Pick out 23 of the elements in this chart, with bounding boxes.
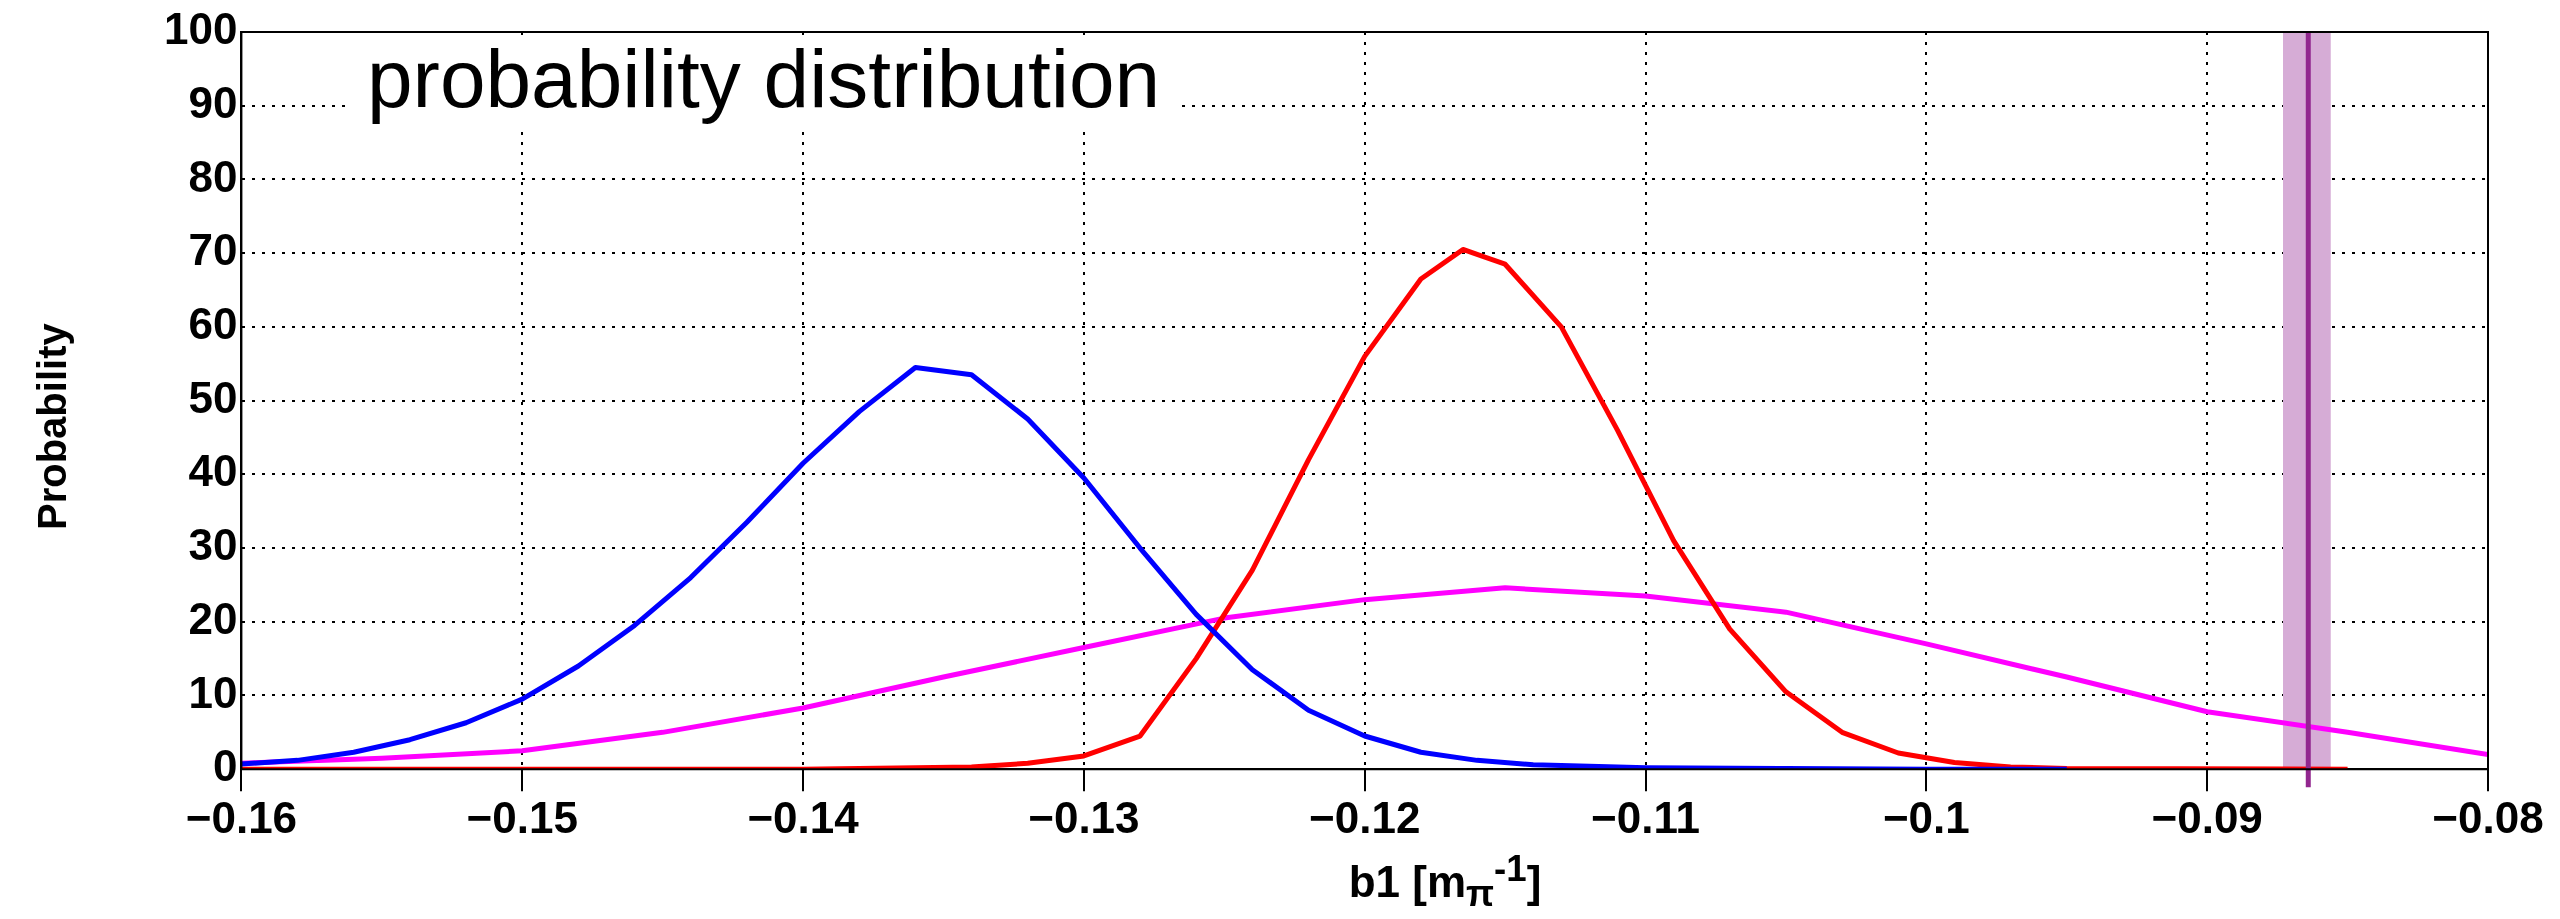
y-tick-label: 0 (212, 741, 238, 791)
x-tick-label: −0.12 (1309, 792, 1421, 842)
x-tick-label: −0.11 (1591, 792, 1700, 842)
x-tick-label: −0.16 (185, 792, 298, 842)
x-tick-label: −0.08 (2432, 792, 2544, 842)
x-tick-label: −0.13 (1028, 792, 1140, 842)
y-tick-label: 100 (163, 4, 238, 54)
y-tick-label: 40 (188, 446, 238, 496)
y-tick-label: 20 (188, 593, 238, 643)
y-tick-label: 30 (188, 520, 238, 570)
y-tick-label: 80 (188, 151, 238, 201)
y-tick-label: 90 (188, 77, 238, 127)
y-axis-title: Probability (30, 323, 75, 530)
x-tick-label: −0.14 (747, 792, 860, 842)
x-tick-label: −0.09 (2151, 792, 2263, 842)
x-tick-label: −0.15 (466, 792, 578, 842)
x-tick-label: −0.1 (1882, 792, 1970, 842)
chart-title: probability distribution (345, 33, 1183, 129)
y-tick-label: 60 (188, 299, 238, 349)
y-tick-label: 70 (188, 225, 238, 275)
y-tick-label: 50 (188, 372, 238, 422)
x-axis-title: b1 [m$_{π}$$^{-1}$] (1347, 848, 1543, 916)
y-tick-label: 10 (188, 667, 238, 717)
